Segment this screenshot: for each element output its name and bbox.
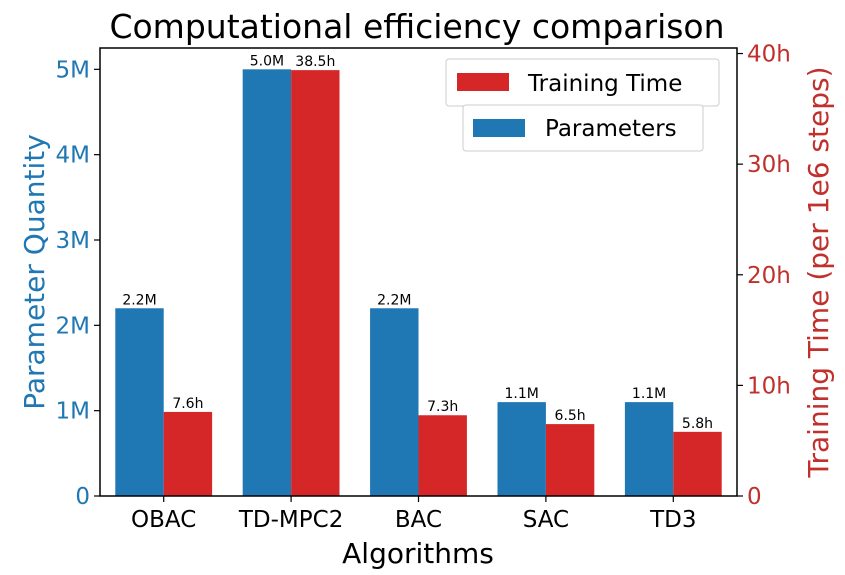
legend: Training Time Parameters (445, 58, 720, 152)
y-tick-label-right: 40h (747, 42, 791, 68)
y-axis-label-left: Parameter Quantity (18, 134, 51, 410)
chart-title: Computational efficiency comparison (109, 7, 724, 46)
legend-swatch-parameters (473, 119, 525, 137)
legend-frame-parameters (462, 104, 704, 152)
x-axis-label: Algorithms (342, 537, 494, 570)
y-tick-label-left: 0 (75, 484, 90, 510)
y-axis-label-right: Training Time (per 1e6 steps) (802, 67, 835, 479)
legend-label-training-time: Training Time (527, 71, 682, 97)
bar-training-time-obac (163, 411, 213, 496)
data-label-training-time-td3: 5.8h (682, 416, 713, 432)
bar-training-time-bac (418, 415, 467, 496)
x-tick-label: TD-MPC2 (238, 507, 343, 533)
y-tick-label-left: 4M (56, 143, 90, 169)
data-label-training-time-td-mpc2: 38.5h (295, 54, 335, 70)
legend-entry-training-time: Training Time (445, 58, 720, 107)
data-label-training-time-obac: 7.6h (172, 396, 203, 412)
bar-parameters-bac (370, 308, 419, 496)
x-tick-label: SAC (523, 507, 569, 533)
bar-parameters-td3 (624, 402, 674, 496)
bar-training-time-sac (545, 424, 595, 496)
data-label-parameters-td-mpc2: 5.0M (250, 53, 284, 69)
y-tick-label-right: 10h (747, 373, 791, 399)
plot-frame (99, 47, 738, 497)
plot-area: 2.2M 7.6h OBAC 5.0M 38.5h TD-MPC2 2.2M 7.3h BAC 1… (56, 42, 791, 533)
y-tick-label-left: 3M (56, 228, 90, 254)
y-tick-label-left: 5M (56, 57, 90, 83)
y-tick-label-right: 0 (747, 484, 762, 510)
legend-entry-parameters: Parameters (462, 104, 704, 152)
bar-training-time-td-mpc2 (291, 70, 340, 496)
y-tick-label-left: 2M (56, 313, 90, 339)
legend-swatch-training-time (457, 73, 509, 91)
x-tick-label: OBAC (131, 507, 196, 533)
x-tick-label: TD3 (649, 507, 696, 533)
data-label-parameters-bac: 2.2M (377, 292, 411, 308)
y-tick-label-right: 20h (747, 263, 791, 289)
data-label-parameters-td3: 1.1M (632, 386, 666, 402)
x-tick-label: BAC (395, 507, 442, 533)
y-tick-label-right: 30h (747, 152, 791, 178)
data-label-parameters-obac: 2.2M (122, 292, 156, 308)
data-label-training-time-sac: 6.5h (555, 408, 586, 424)
data-label-training-time-bac: 7.3h (427, 399, 458, 415)
bar-parameters-td-mpc2 (242, 69, 292, 496)
bar-training-time-td3 (673, 431, 722, 496)
y-tick-label-left: 1M (56, 399, 90, 425)
bar-parameters-obac (115, 308, 164, 496)
data-label-parameters-sac: 1.1M (505, 386, 539, 402)
legend-label-parameters: Parameters (545, 116, 677, 142)
bar-parameters-sac (497, 402, 546, 496)
